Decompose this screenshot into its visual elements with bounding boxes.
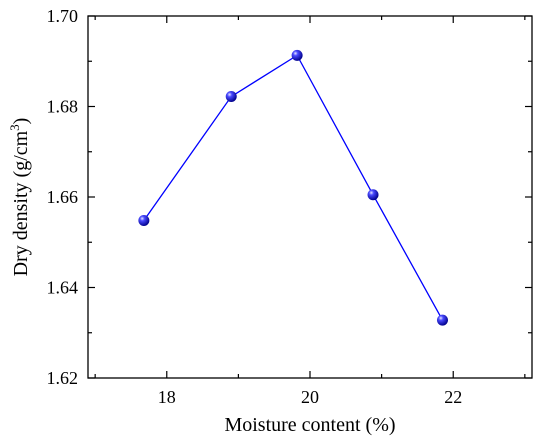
x-tick-label: 18 (158, 387, 176, 407)
tick-labels: 18 20 22 1.62 1.64 1.66 1.68 1.70 (47, 6, 463, 407)
data-point (225, 91, 237, 103)
plot-frame (87, 15, 533, 379)
y-tick-label: 1.66 (47, 187, 79, 207)
data-point (436, 314, 448, 326)
x-axis-label: Moisture content (%) (224, 414, 395, 436)
y-tick-label: 1.64 (47, 278, 79, 298)
y-tick-label: 1.62 (47, 368, 79, 388)
y-axis-label-suffix: ) (10, 118, 32, 125)
y-tick-label: 1.70 (47, 6, 79, 26)
y-axis-label-main: Dry density (g/cm (10, 130, 32, 276)
x-tick-label: 20 (301, 387, 319, 407)
y-axis-label: Dry density (g/cm3) (7, 118, 32, 277)
series-line (143, 54, 444, 321)
data-point (138, 215, 150, 227)
x-tick-label: 22 (444, 387, 462, 407)
tick-marks (88, 15, 532, 379)
y-axis-label-superscript: 3 (7, 124, 22, 131)
data-point (367, 189, 379, 201)
y-tick-label: 1.68 (47, 97, 79, 117)
data-points (138, 49, 448, 326)
data-point (291, 49, 303, 61)
